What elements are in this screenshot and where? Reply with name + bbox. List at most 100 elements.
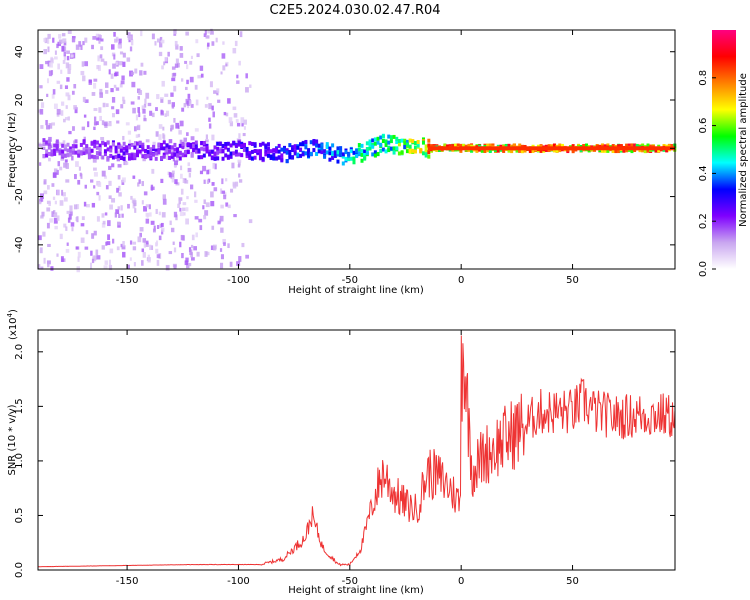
spectrogram-noise-cell <box>237 159 242 163</box>
spectrogram-signal-cell <box>114 145 118 150</box>
spectrogram-signal-cell <box>512 143 516 148</box>
spectrogram-signal-cell <box>585 143 589 148</box>
spectrogram-noise-cell <box>67 69 71 74</box>
spectrogram-noise-cell <box>39 64 44 70</box>
spectrogram-noise-cell <box>138 179 141 184</box>
spectrogram-signal-cell <box>280 158 284 163</box>
spectrogram-signal-cell <box>427 143 431 148</box>
spectrogram-noise-cell <box>208 123 212 129</box>
spectrogram-noise-cell <box>211 105 214 111</box>
spectrogram-noise-cell <box>227 204 231 209</box>
spectrogram-signal-cell <box>103 152 107 157</box>
spectrogram-noise-cell <box>117 221 121 226</box>
spectrogram-signal-cell <box>111 142 115 147</box>
spectrogram-noise-cell <box>43 38 46 42</box>
spectrogram-noise-cell <box>53 217 58 224</box>
spectrogram-noise-cell <box>161 212 166 218</box>
spectrogram-noise-cell <box>46 78 50 84</box>
spectrogram-signal-cell <box>376 151 380 156</box>
spectrogram-signal-cell <box>109 145 113 150</box>
spectrogram-noise-cell <box>132 107 136 114</box>
spectrogram-signal-cell <box>45 140 49 145</box>
spectrogram-noise-cell <box>187 104 190 109</box>
spectrogram-noise-cell <box>65 226 68 231</box>
spectrogram-signal-cell <box>641 148 645 153</box>
spectrogram-signal-cell <box>312 148 316 153</box>
spectrogram-noise-cell <box>57 63 60 70</box>
spectrogram-noise-cell <box>144 98 147 105</box>
spectrogram-noise-cell <box>217 99 221 103</box>
spectrogram-signal-cell <box>384 149 388 154</box>
spectrogram-signal-cell <box>400 138 404 143</box>
spectrogram-noise-cell <box>150 186 155 190</box>
spectrogram-signal-cell <box>325 142 329 147</box>
spectrogram-noise-cell <box>141 200 144 205</box>
spectrogram-noise-cell <box>149 110 153 116</box>
spectrogram-noise-cell <box>159 41 163 48</box>
spectrogram-noise-cell <box>203 179 206 184</box>
spectrogram-noise-cell <box>186 64 189 70</box>
spectrogram-noise-cell <box>63 197 68 202</box>
spectrogram-noise-cell <box>96 191 100 196</box>
spectrogram-noise-cell <box>211 182 215 186</box>
spectrogram-noise-cell <box>75 161 79 167</box>
spectrogram-signal-cell <box>119 145 123 150</box>
spectrogram-signal-cell <box>403 144 407 149</box>
spectrogram-noise-cell <box>98 195 101 201</box>
spectrogram-signal-cell <box>237 140 241 145</box>
spectrogram-signal-cell <box>162 154 166 159</box>
spectrogram-noise-cell <box>158 235 162 241</box>
spectrogram-noise-cell <box>194 199 198 203</box>
spectrogram-signal-cell <box>117 142 121 147</box>
spectrogram-signal-cell <box>323 154 327 159</box>
spectrogram-signal-cell <box>558 143 562 148</box>
spectrogram-noise-cell <box>145 218 150 224</box>
colorbar-tick-label: 0.4 <box>698 165 709 181</box>
spectrogram-noise-cell <box>119 83 123 88</box>
spectrogram-signal-cell <box>106 147 110 152</box>
spectrogram-signal-cell <box>141 144 145 149</box>
spectrogram-signal-cell <box>320 146 324 151</box>
spectrogram-noise-cell <box>133 202 137 207</box>
spectrogram-signal-cell <box>240 153 244 158</box>
spectrogram-noise-cell <box>108 165 112 170</box>
spectrogram-noise-cell <box>212 111 215 118</box>
spectrogram-noise-cell <box>162 194 167 200</box>
spectrogram-noise-cell <box>99 115 102 121</box>
spectrogram-noise-cell <box>235 181 239 187</box>
spectrogram-noise-cell <box>175 58 179 64</box>
spectrogram-noise-cell <box>81 216 85 221</box>
spectrogram-signal-cell <box>606 148 610 153</box>
spectrogram-signal-cell <box>413 149 417 154</box>
spectrogram-noise-cell <box>227 98 231 104</box>
spectrogram-noise-cell <box>128 139 132 146</box>
spectrogram-noise-cell <box>207 42 210 47</box>
spectrogram-signal-cell <box>307 148 311 153</box>
spectrogram-noise-cell <box>143 191 148 196</box>
spectrogram-noise-cell <box>40 125 44 129</box>
spectrogram-noise-cell <box>118 61 123 66</box>
spectrogram-signal-cell <box>93 139 97 144</box>
spectrogram-signal-cell <box>202 140 206 145</box>
spectrogram-noise-cell <box>51 183 55 187</box>
spectrogram-signal-cell <box>523 148 527 153</box>
spectrogram-noise-cell <box>99 92 104 98</box>
spectrogram-noise-cell <box>188 100 192 106</box>
spectrogram-noise-cell <box>114 38 118 43</box>
spectrogram-noise-cell <box>143 206 148 212</box>
spectrogram-noise-cell <box>183 103 187 108</box>
spectrogram-noise-cell <box>64 85 69 89</box>
spectrogram-signal-cell <box>285 159 289 164</box>
spectrogram-noise-cell <box>56 189 60 196</box>
spectrogram-signal-cell <box>299 142 303 147</box>
spectrogram-noise-cell <box>143 241 146 248</box>
spectrogram-signal-cell <box>226 154 230 159</box>
spectrogram-signal-cell <box>58 149 62 154</box>
spectrogram-noise-cell <box>170 92 174 97</box>
spectrogram-noise-cell <box>97 55 100 62</box>
spectrogram-signal-cell <box>309 140 313 145</box>
spectrogram-noise-cell <box>245 254 249 259</box>
spectrogram-signal-cell <box>344 150 348 155</box>
spectrogram-signal-cell <box>261 141 265 146</box>
spectrogram-signal-cell <box>90 154 94 159</box>
